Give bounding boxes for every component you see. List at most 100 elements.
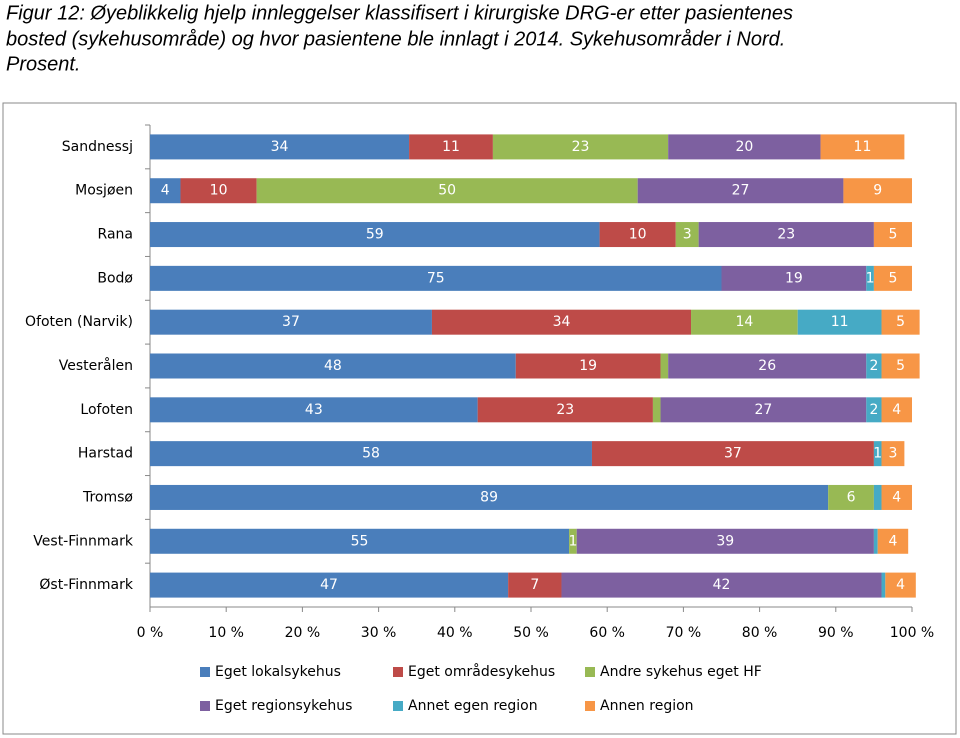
- bar-segment: [150, 484, 829, 510]
- value-label: 50: [438, 183, 456, 199]
- x-tick-label: 60 %: [589, 625, 625, 641]
- chart-title: bosted (sykehusområde) og hvor pasienten…: [6, 28, 785, 50]
- x-tick-label: 20 %: [285, 625, 321, 641]
- bar-segment: [576, 528, 874, 554]
- bar-segment: [256, 178, 638, 204]
- legend-label: Eget lokalsykehus: [215, 664, 341, 680]
- value-label: 75: [427, 270, 445, 286]
- y-tick-label: Mosjøen: [75, 183, 133, 199]
- bar-segment: [508, 572, 562, 598]
- legend-label: Eget områdesykehus: [408, 663, 555, 680]
- value-label: 5: [888, 270, 897, 286]
- value-label: 26: [758, 358, 776, 374]
- value-label: 4: [892, 489, 901, 505]
- value-label: 23: [556, 402, 574, 418]
- legend-swatch: [393, 667, 403, 677]
- y-tick-label: Rana: [98, 227, 133, 243]
- value-label: 4: [888, 533, 897, 549]
- value-label: 59: [366, 227, 384, 243]
- value-label: 55: [351, 533, 369, 549]
- bar-segment: [881, 441, 905, 467]
- value-label: 27: [754, 402, 772, 418]
- y-tick-label: Vesterålen: [59, 357, 133, 374]
- bar-segment: [515, 353, 661, 379]
- bar-segment: [591, 441, 874, 467]
- value-label: 5: [896, 358, 905, 374]
- bar-segment: [820, 134, 905, 160]
- bar-segment: [492, 134, 669, 160]
- value-label: 20: [735, 139, 753, 155]
- bar-segment: [431, 309, 692, 335]
- y-tick-label: Sandnessj: [62, 139, 133, 155]
- value-label: 23: [572, 139, 590, 155]
- value-label: 34: [553, 314, 571, 330]
- value-label: 9: [873, 183, 882, 199]
- bar-segment: [660, 353, 669, 379]
- bar-segment: [721, 265, 867, 291]
- y-tick-label: Ofoten (Narvik): [25, 314, 133, 330]
- y-tick-label: Vest-Finnmark: [33, 533, 134, 549]
- value-label: 58: [362, 446, 380, 462]
- legend-swatch: [585, 667, 595, 677]
- value-label: 47: [320, 577, 338, 593]
- bar-segment: [561, 572, 882, 598]
- value-label: 39: [716, 533, 734, 549]
- bar-segment: [150, 222, 600, 248]
- y-tick-label: Harstad: [78, 446, 133, 462]
- bar-segment: [691, 309, 798, 335]
- value-label: 5: [888, 227, 897, 243]
- bar-segment: [866, 353, 882, 379]
- bar-segment: [637, 178, 844, 204]
- value-label: 3: [683, 227, 692, 243]
- bar-segment: [150, 441, 592, 467]
- x-tick-label: 10 %: [208, 625, 244, 641]
- legend-swatch: [585, 701, 595, 711]
- bar-segment: [877, 528, 909, 554]
- bar-segment: [150, 397, 478, 423]
- bar-segment: [881, 484, 912, 510]
- value-label: 43: [305, 402, 323, 418]
- chart-title: Figur 12: Øyeblikkelig hjelp innleggelse…: [6, 2, 793, 24]
- bar-segment: [881, 353, 920, 379]
- bar-segment: [599, 222, 676, 248]
- bar-segment: [873, 441, 882, 467]
- value-label: 19: [579, 358, 597, 374]
- value-label: 11: [442, 139, 460, 155]
- value-label: 11: [831, 314, 849, 330]
- bar-segment: [675, 222, 699, 248]
- x-tick-label: 80 %: [742, 625, 778, 641]
- legend-label: Annet egen region: [408, 698, 538, 714]
- bar-segment: [881, 397, 912, 423]
- value-label: 7: [530, 577, 539, 593]
- bar-segment: [866, 397, 882, 423]
- y-tick-label: Tromsø: [82, 489, 133, 505]
- bar-segment: [660, 397, 867, 423]
- value-label: 1: [568, 533, 577, 549]
- bar-segment: [881, 572, 886, 598]
- bar-segment: [150, 528, 570, 554]
- value-label: 5: [896, 314, 905, 330]
- bar-segment: [873, 484, 882, 510]
- chart-title: Prosent.: [6, 53, 80, 75]
- bar-segment: [873, 265, 912, 291]
- bar-segment: [668, 134, 821, 160]
- bar-segment: [828, 484, 874, 510]
- value-label: 10: [210, 183, 228, 199]
- value-label: 2: [869, 358, 878, 374]
- y-tick-label: Bodø: [97, 270, 133, 286]
- bar-segment: [866, 265, 874, 291]
- bar-segment: [150, 572, 509, 598]
- value-label: 37: [724, 446, 742, 462]
- x-tick-label: 90 %: [818, 625, 854, 641]
- bar-segment: [885, 572, 916, 598]
- bar-segment: [477, 397, 653, 423]
- bar-segment: [652, 397, 661, 423]
- value-label: 10: [629, 227, 647, 243]
- bar-segment: [150, 178, 181, 204]
- legend-label: Eget regionsykehus: [215, 698, 352, 714]
- bar-segment: [150, 353, 516, 379]
- x-tick-label: 70 %: [666, 625, 702, 641]
- value-label: 4: [161, 183, 170, 199]
- bar-segment: [873, 222, 912, 248]
